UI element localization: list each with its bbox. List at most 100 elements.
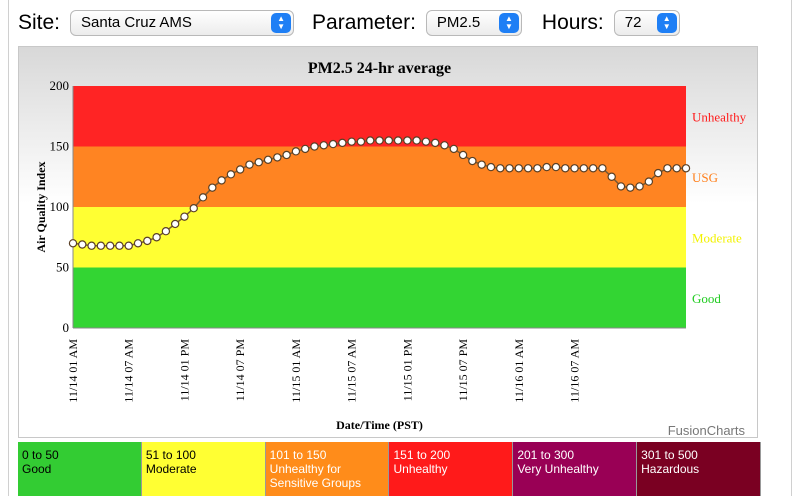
data-point <box>78 240 87 249</box>
data-point <box>291 147 301 156</box>
x-tick-label: 11/14 01 PM <box>177 339 191 402</box>
data-point <box>607 172 616 181</box>
parameter-select[interactable]: PM2.5 ▲ ▼ <box>425 10 522 36</box>
data-point <box>653 168 663 178</box>
y-tick-label: 100 <box>50 199 70 214</box>
band-label-moderate: Moderate <box>692 230 742 245</box>
data-point <box>356 137 366 146</box>
legend-range: 101 to 150 <box>269 448 327 462</box>
data-point <box>254 158 263 167</box>
band-label-good: Good <box>692 291 721 306</box>
legend-range: 301 to 500 <box>641 448 698 462</box>
data-point <box>115 241 124 250</box>
aqi-legend-bar: 0 to 50 Good 51 to 100 Moderate 101 to 150 Un… <box>18 442 761 496</box>
site-label: Site: <box>18 11 61 34</box>
data-point <box>561 164 570 173</box>
data-point <box>681 164 691 173</box>
data-point <box>644 177 654 186</box>
x-tick-label: 11/15 01 PM <box>400 339 414 402</box>
band-usg <box>73 146 686 207</box>
chart-container: PM2.5 24-hr average Good Moderate USG Unheal… <box>18 46 758 438</box>
fusioncharts-watermark: FusionCharts <box>668 423 746 438</box>
x-tick-label: 11/14 01 AM <box>66 339 80 403</box>
data-point <box>375 136 384 145</box>
hours-select-value: 72 <box>624 14 642 31</box>
data-point <box>328 139 338 149</box>
data-point <box>180 212 189 221</box>
data-point <box>440 141 449 150</box>
y-axis-label: Air Quality Index <box>34 161 48 252</box>
data-point <box>282 150 291 160</box>
x-tick-label: 11/15 01 AM <box>289 339 303 403</box>
data-point <box>449 144 459 154</box>
data-point <box>635 182 644 191</box>
data-point <box>235 165 245 174</box>
select-arrows-icon: ▲ ▼ <box>656 13 677 33</box>
band-label-unhealthy: Unhealthy <box>692 109 747 124</box>
x-tick-label: 11/16 07 AM <box>568 339 582 403</box>
legend-segment: 301 to 500 Hazardous <box>637 442 761 496</box>
data-point <box>310 142 319 151</box>
data-point <box>412 136 421 145</box>
data-point <box>468 156 477 166</box>
data-point <box>208 183 217 192</box>
y-tick-label: 150 <box>50 139 70 154</box>
data-point <box>672 164 681 173</box>
data-point <box>598 164 607 173</box>
data-point <box>505 164 514 173</box>
y-tick-label: 200 <box>50 78 70 93</box>
data-point <box>300 144 310 154</box>
legend-label: Moderate <box>145 462 197 476</box>
legend-label: Unhealthy <box>393 462 448 476</box>
chart-title: PM2.5 24-hr average <box>308 60 451 77</box>
data-point <box>338 138 347 148</box>
data-point <box>496 164 505 173</box>
y-tick-label: 50 <box>56 260 69 275</box>
band-moderate <box>73 207 686 268</box>
data-point <box>588 164 598 173</box>
data-point <box>421 137 431 146</box>
data-point <box>514 164 524 173</box>
data-point <box>403 136 412 145</box>
data-point <box>68 239 78 248</box>
data-point <box>579 164 589 173</box>
data-point <box>366 136 375 145</box>
x-axis-label: Date/Time (PST) <box>336 418 423 432</box>
data-point <box>542 162 551 172</box>
data-point <box>663 164 672 173</box>
legend-range: 201 to 300 <box>517 448 575 462</box>
parameter-label: Parameter: <box>312 11 416 34</box>
data-point <box>217 176 226 185</box>
legend-label: Hazardous <box>641 462 700 476</box>
site-select[interactable]: Santa Cruz AMS ▲ ▼ <box>70 10 295 36</box>
data-point <box>393 136 403 145</box>
legend-segment: 51 to 100 Moderate <box>141 442 266 496</box>
hours-select[interactable]: 72 ▲ ▼ <box>613 10 680 36</box>
page-frame <box>8 0 792 496</box>
data-point <box>477 160 486 169</box>
site-select-value: Santa Cruz AMS <box>81 14 192 31</box>
data-point <box>616 182 626 191</box>
band-good <box>73 267 686 328</box>
y-tick-label: 0 <box>63 320 70 335</box>
data-point <box>486 162 496 172</box>
data-point <box>96 241 106 250</box>
data-point <box>431 138 440 148</box>
data-point <box>319 141 328 150</box>
legend-label2: Sensitive Groups <box>269 476 362 490</box>
legend-range: 51 to 100 <box>145 448 196 462</box>
controls-bar: Site: Santa Cruz AMS ▲ ▼ Parameter: PM2.5… <box>18 6 680 40</box>
data-point <box>189 204 198 213</box>
data-point <box>263 155 273 165</box>
data-point <box>198 193 208 202</box>
legend-segment: 101 to 150 Unhealthy for Sensitive Groups <box>265 442 390 496</box>
data-point <box>273 153 282 162</box>
x-tick-label: 11/15 07 PM <box>456 339 470 402</box>
parameter-select-value: PM2.5 <box>436 14 481 31</box>
data-point <box>551 162 561 172</box>
legend-segment: 0 to 50 Good <box>18 442 142 496</box>
data-point <box>347 137 356 146</box>
data-point <box>87 241 96 250</box>
data-point <box>143 236 152 246</box>
data-point <box>384 136 393 145</box>
